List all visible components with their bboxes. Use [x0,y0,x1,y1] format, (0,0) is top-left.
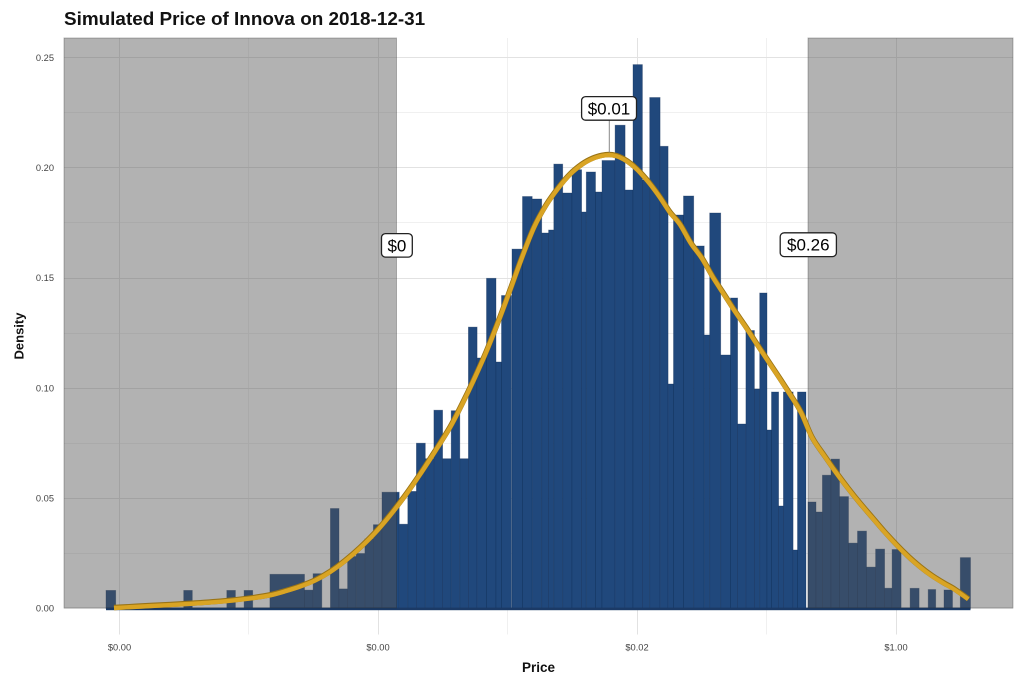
svg-text:Density: Density [12,312,27,360]
svg-text:$1.00: $1.00 [884,643,907,653]
svg-text:0.15: 0.15 [36,273,54,283]
svg-text:0.00: 0.00 [36,604,54,614]
svg-text:Simulated Price of Innova on 2: Simulated Price of Innova on 2018-12-31 [64,9,425,30]
svg-text:$0.01: $0.01 [588,99,631,118]
svg-text:Price: Price [522,660,556,675]
svg-text:$0.02: $0.02 [625,643,648,653]
svg-text:0.05: 0.05 [36,493,54,503]
svg-text:$0.00: $0.00 [366,643,389,653]
svg-text:0.25: 0.25 [36,53,54,63]
svg-text:0.20: 0.20 [36,163,54,173]
svg-text:0.10: 0.10 [36,383,54,393]
svg-text:$0.26: $0.26 [787,236,830,255]
svg-text:$0.00: $0.00 [108,643,131,653]
svg-text:$0: $0 [387,236,406,255]
